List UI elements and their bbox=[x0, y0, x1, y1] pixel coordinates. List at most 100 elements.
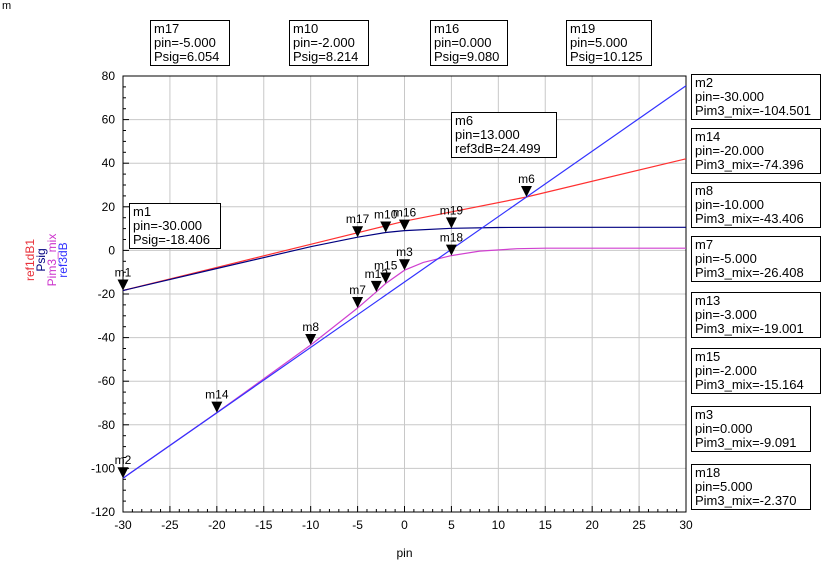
series-ref3db bbox=[122, 85, 687, 479]
marker-m17-label: m17 bbox=[346, 212, 370, 226]
readout-line: m16 bbox=[434, 21, 460, 36]
readout-line: pin=-5.000 bbox=[695, 251, 757, 266]
readout-line: m13 bbox=[695, 293, 721, 308]
readout-line: m7 bbox=[695, 237, 714, 252]
readout-line: Pim3_mix=-19.001 bbox=[695, 321, 804, 336]
marker-m1-label: m1 bbox=[115, 266, 132, 280]
readout-line: Pim3_mix=-104.501 bbox=[695, 103, 811, 118]
readout-line: m8 bbox=[695, 183, 714, 198]
marker-readout-m7: m7 pin=-5.000 Pim3_mix=-26.408 bbox=[691, 236, 821, 282]
readout-line: pin=13.000 bbox=[455, 127, 520, 142]
readout-line: pin=-10.000 bbox=[695, 197, 765, 212]
readout-line: Psig=-18.406 bbox=[133, 232, 210, 247]
marker-readout-m2: m2 pin=-30.000 Pim3_mix=-104.501 bbox=[691, 74, 821, 120]
x-tick-label: 0 bbox=[401, 518, 408, 532]
x-tick-label: 20 bbox=[585, 518, 599, 532]
marker-m10-triangle bbox=[380, 221, 392, 233]
marker-readout-m10: m10 pin=-2.000 Psig=8.214 bbox=[289, 20, 369, 66]
x-tick-label: -20 bbox=[208, 518, 226, 532]
y-tick-label: 60 bbox=[102, 113, 116, 127]
marker-m16-triangle bbox=[399, 219, 410, 231]
y-tick-label: -100 bbox=[91, 461, 115, 475]
marker-readout-m8: m8 pin=-10.000 Pim3_mix=-43.406 bbox=[691, 182, 821, 228]
y-tick-label: 80 bbox=[102, 69, 116, 83]
marker-m14-triangle bbox=[211, 401, 223, 413]
y-tick-label: -60 bbox=[98, 374, 116, 388]
x-tick-label: -5 bbox=[352, 518, 363, 532]
readout-line: pin=5.000 bbox=[695, 479, 753, 494]
readout-line: Psig=10.125 bbox=[570, 49, 643, 64]
y-axis-label-psig: Psig bbox=[34, 248, 48, 271]
marker-readout-m19: m19 pin=5.000 Psig=10.125 bbox=[566, 20, 652, 66]
readout-line: m1 bbox=[133, 204, 152, 219]
readout-line: pin=-30.000 bbox=[133, 218, 203, 233]
readout-line: m2 bbox=[695, 75, 714, 90]
y-axis-label-ref1db1: ref1dB1 bbox=[23, 239, 37, 281]
readout-line: pin=-20.000 bbox=[695, 143, 765, 158]
y-tick-label: 20 bbox=[102, 200, 116, 214]
x-tick-label: 30 bbox=[679, 518, 693, 532]
marker-m13-label: m13 bbox=[365, 267, 389, 281]
readout-line: m3 bbox=[695, 407, 714, 422]
readout-line: Pim3_mix=-74.396 bbox=[695, 157, 804, 172]
marker-m8-label: m8 bbox=[302, 320, 319, 334]
marker-m3-triangle bbox=[399, 259, 410, 271]
readout-line: m19 bbox=[570, 21, 596, 36]
marker-m15-triangle bbox=[380, 272, 392, 284]
readout-line: Psig=9.080 bbox=[434, 49, 500, 64]
marker-m18-label: m18 bbox=[440, 231, 464, 245]
x-axis-label: pin bbox=[396, 546, 412, 560]
readout-line: pin=-2.000 bbox=[695, 363, 757, 378]
plot-frame bbox=[122, 75, 687, 513]
marker-readout-m13: m13 pin=-3.000 Pim3_mix=-19.001 bbox=[691, 292, 821, 338]
readout-line: pin=5.000 bbox=[570, 35, 628, 50]
readout-line: Psig=6.054 bbox=[154, 49, 220, 64]
marker-readout-m17: m17 pin=-5.000 Psig=6.054 bbox=[150, 20, 230, 66]
readout-line: Pim3_mix=-2.370 bbox=[695, 493, 797, 508]
marker-m7-label: m7 bbox=[349, 283, 366, 297]
x-tick-label: -30 bbox=[114, 518, 132, 532]
marker-m18-triangle bbox=[445, 244, 457, 256]
marker-readout-m16: m16 pin=0.000 Psig=9.080 bbox=[430, 20, 508, 66]
readout-line: pin=-30.000 bbox=[695, 89, 765, 104]
readout-line: Pim3_mix=-9.091 bbox=[695, 435, 797, 450]
x-tick-label: 25 bbox=[632, 518, 646, 532]
readout-line: m17 bbox=[154, 21, 180, 36]
readout-line: pin=-3.000 bbox=[695, 307, 757, 322]
marker-m15-label: m15 bbox=[374, 258, 398, 272]
marker-m17-triangle bbox=[352, 226, 364, 238]
y-axis-label-pim3-mix: Pim3_mix bbox=[45, 234, 59, 287]
readout-line: pin=-2.000 bbox=[293, 35, 355, 50]
axes bbox=[122, 75, 687, 513]
marker-m8-triangle bbox=[305, 334, 317, 346]
marker-m6-triangle bbox=[520, 185, 532, 197]
marker-m10-label: m10 bbox=[374, 207, 398, 221]
readout-line: pin=-5.000 bbox=[154, 35, 216, 50]
marker-m19-triangle bbox=[445, 217, 457, 229]
marker-m1-triangle bbox=[117, 279, 129, 291]
readout-line: ref3dB=24.499 bbox=[455, 141, 541, 156]
grid bbox=[122, 75, 687, 513]
readout-line: m15 bbox=[695, 349, 721, 364]
series-pim3-mix bbox=[122, 247, 686, 479]
marker-readout-m14: m14 pin=-20.000 Pim3_mix=-74.396 bbox=[691, 128, 821, 174]
readout-line: pin=0.000 bbox=[434, 35, 492, 50]
readout-line: Pim3_mix=-15.164 bbox=[695, 377, 804, 392]
x-tick-label: -10 bbox=[302, 518, 320, 532]
y-tick-label: -80 bbox=[98, 418, 116, 432]
x-tick-label: -15 bbox=[255, 518, 273, 532]
y-tick-label: -120 bbox=[91, 505, 115, 519]
tick-labels: -30 -25 -20 -15 -10 -5 0 5 10 15 20 25 30 80 60 40 20 0 -2… bbox=[91, 69, 693, 532]
marker-m16-label: m16 bbox=[393, 206, 417, 220]
readout-line: Psig=8.214 bbox=[293, 49, 359, 64]
x-tick-label: -25 bbox=[161, 518, 179, 532]
marker-m2-label: m2 bbox=[115, 453, 132, 467]
corner-mark: m bbox=[2, 0, 12, 12]
readout-line: m18 bbox=[695, 465, 721, 480]
x-tick-label: 5 bbox=[448, 518, 455, 532]
readout-line: Pim3_mix=-26.408 bbox=[695, 265, 804, 280]
y-tick-label: 40 bbox=[102, 156, 116, 170]
